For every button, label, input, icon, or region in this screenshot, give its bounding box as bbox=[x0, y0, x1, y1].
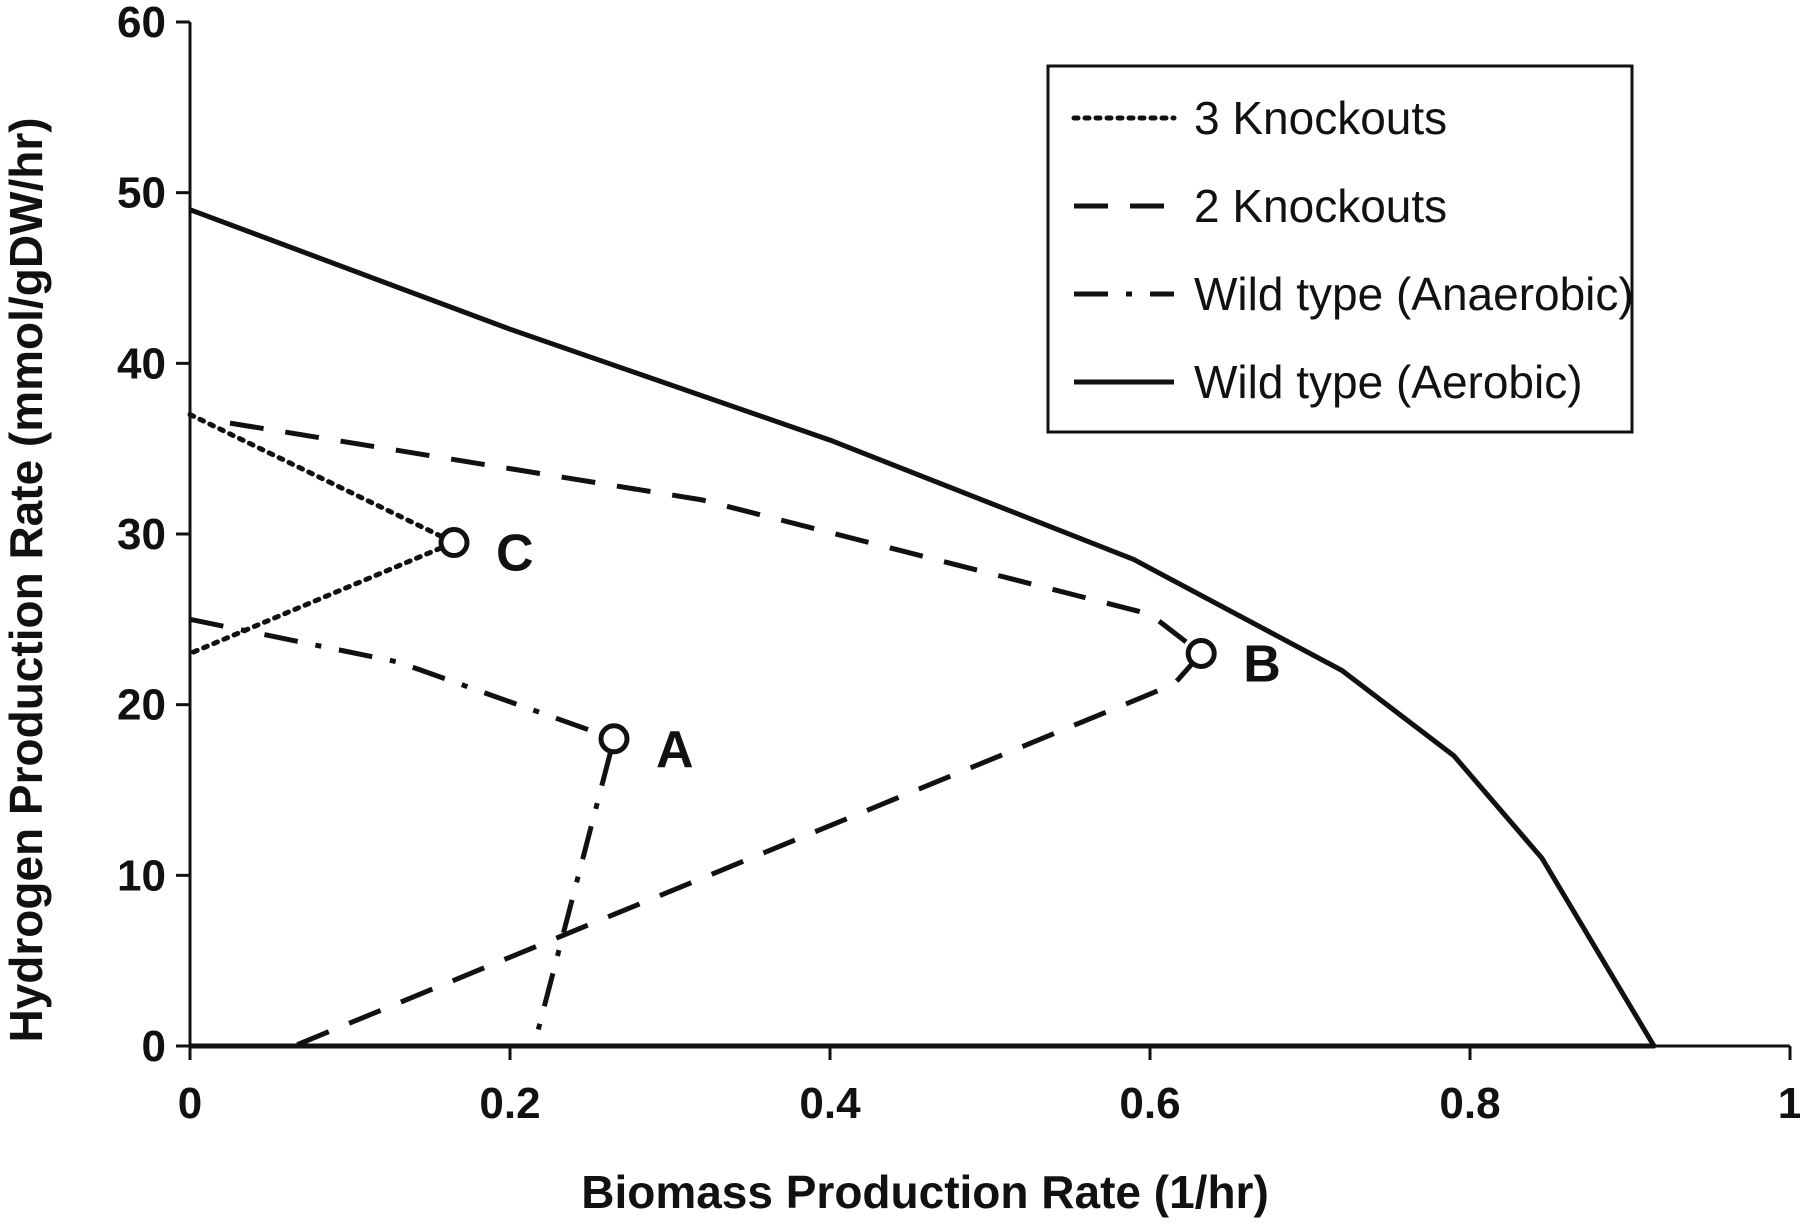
legend: 3 Knockouts 2 Knockouts Wild type (Anaerob… bbox=[1046, 64, 1634, 434]
legend-entry-label: 2 Knockouts bbox=[1194, 180, 1447, 232]
series-line-wild-type-aerobic bbox=[189, 207, 1657, 1049]
y-tick-label: 50 bbox=[117, 169, 166, 218]
x-tick-label: 0.6 bbox=[1119, 1079, 1180, 1128]
series-line-3-knockouts bbox=[187, 412, 457, 656]
point-label-b: B bbox=[1243, 635, 1281, 693]
y-tick-label: 40 bbox=[117, 339, 166, 388]
x-tick-label: 0.8 bbox=[1439, 1079, 1500, 1128]
x-axis-title: Biomass Production Rate (1/hr) bbox=[581, 1166, 1269, 1218]
point-marker-b bbox=[1185, 637, 1217, 669]
point-marker-a bbox=[598, 723, 630, 755]
point-label-a: A bbox=[656, 721, 694, 779]
series-lines bbox=[187, 207, 1657, 1049]
series-line-2-knockouts bbox=[229, 420, 1204, 1049]
legend-box bbox=[1046, 64, 1634, 434]
point-label-c: C bbox=[496, 525, 534, 583]
x-tick-label: 0.4 bbox=[799, 1079, 861, 1128]
y-tick-label: 20 bbox=[117, 681, 166, 730]
y-axis-title: Hydrogen Production Rate (mmol/gDW/hr) bbox=[0, 117, 52, 1042]
legend-entry-label: Wild type (Aerobic) bbox=[1194, 356, 1583, 408]
series-line-wild-type-anaerobic bbox=[189, 616, 617, 1047]
y-tick-label: 30 bbox=[117, 510, 166, 559]
legend-entry-label: 3 Knockouts bbox=[1194, 92, 1447, 144]
y-tick-label: 60 bbox=[117, 0, 166, 47]
y-tick-label: 0 bbox=[142, 1022, 166, 1071]
point-marker-c bbox=[438, 527, 470, 559]
x-tick-label: 1 bbox=[1778, 1079, 1800, 1128]
point-annotations: A B C bbox=[438, 525, 1281, 779]
y-tick-label: 10 bbox=[117, 851, 166, 900]
x-tick-label: 0 bbox=[178, 1079, 202, 1128]
x-tick-label: 0.2 bbox=[479, 1079, 540, 1128]
legend-entry-label: Wild type (Anaerobic) bbox=[1194, 268, 1634, 320]
